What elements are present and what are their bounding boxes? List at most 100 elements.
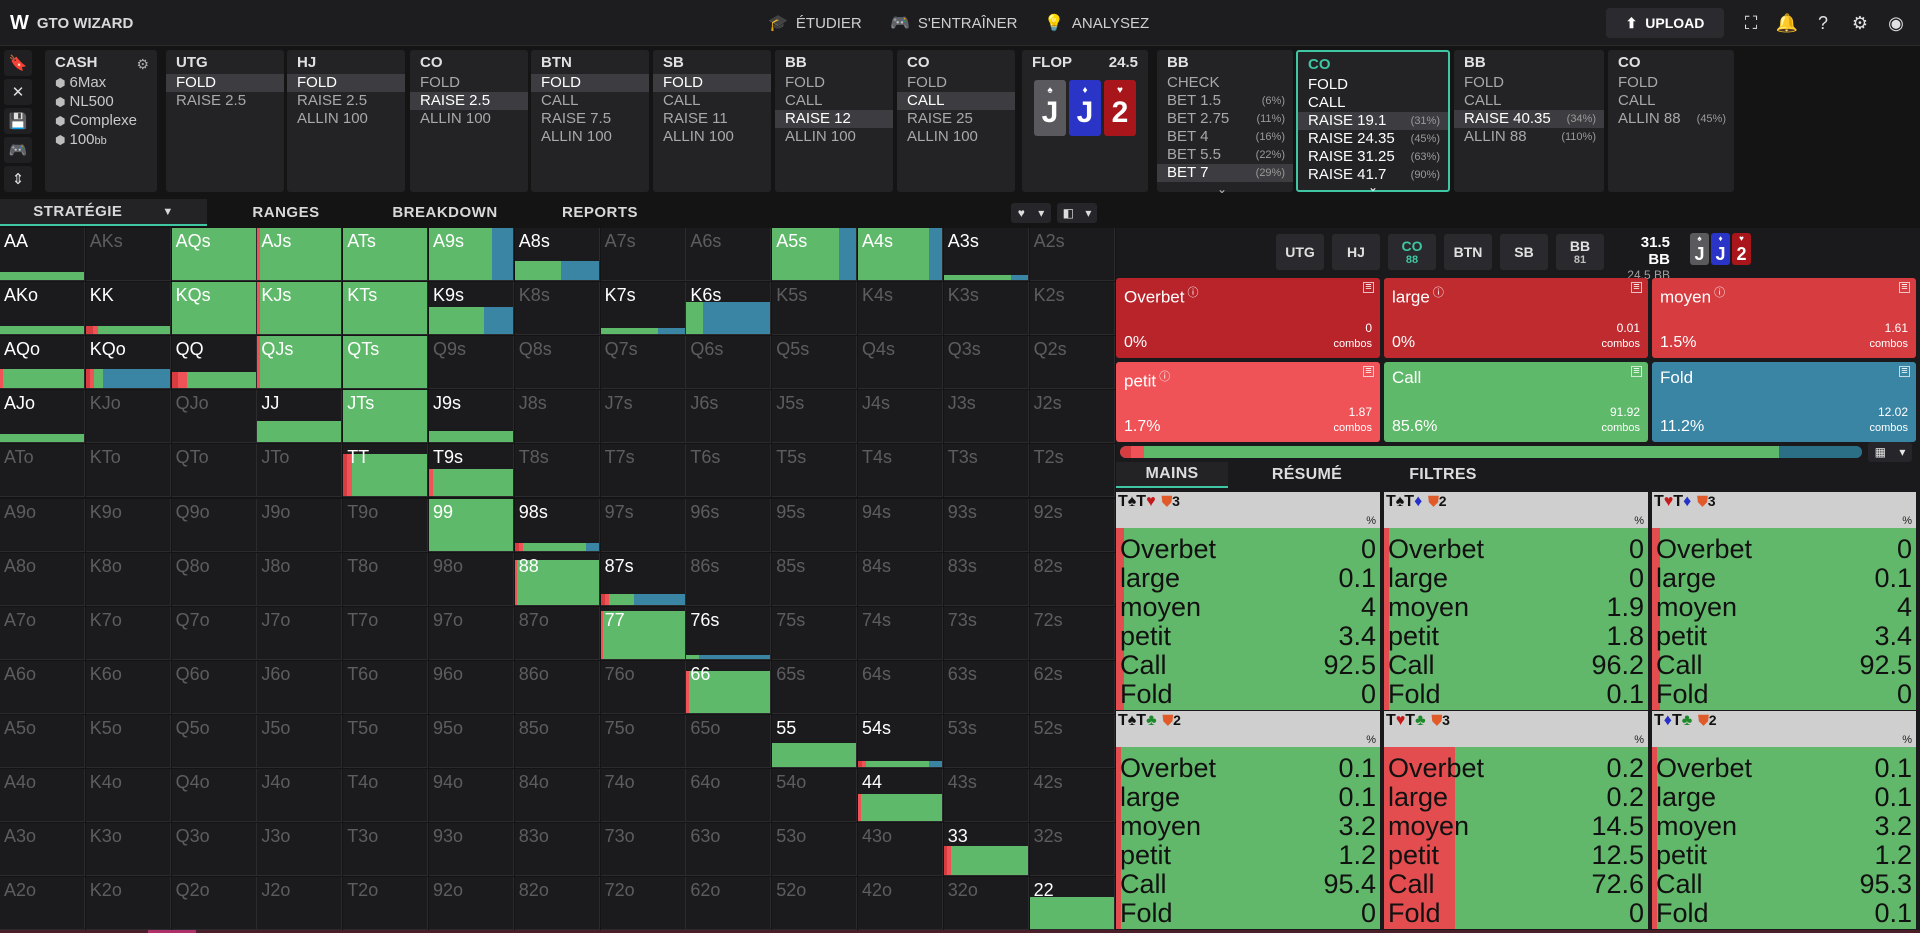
hand-cell[interactable]: 66	[686, 660, 772, 714]
hand-cell[interactable]: J2o	[257, 877, 343, 931]
action-option[interactable]: FOLD	[785, 74, 826, 91]
action-option[interactable]: ALLIN 88 (110%)	[1454, 128, 1604, 146]
action-box-large[interactable]: large ⓘ ≡ 0% 0.01 combos	[1384, 278, 1648, 358]
details-icon[interactable]: ≡	[1631, 366, 1642, 377]
hand-cell[interactable]: K7o	[85, 606, 171, 660]
hand-cell[interactable]: T4o	[343, 769, 429, 822]
hand-cell[interactable]: J3s	[943, 390, 1029, 444]
hand-cell[interactable]: J7o	[257, 606, 343, 660]
action-option[interactable]: RAISE 2.5	[176, 92, 247, 109]
action-option[interactable]: FOLD	[420, 74, 461, 91]
hand-cell[interactable]: KQs	[171, 282, 257, 336]
hand-cell[interactable]: JJ	[257, 390, 343, 444]
combo-tile[interactable]: T♠T♣ ⛊2% Overbet 0.1 large 0.1 moyen 3.2 petit 1.…	[1116, 711, 1382, 929]
close-icon[interactable]: ✕	[4, 79, 32, 105]
action-option[interactable]: CALL	[541, 92, 579, 109]
action-option[interactable]: CALL	[663, 92, 701, 109]
nav-analyze[interactable]: 💡 ANALYSEZ	[1044, 0, 1149, 46]
combo-tile[interactable]: T♥T♦ ⛊3% Overbet 0 large 0.1 moyen 4 petit 3.4 Cal…	[1652, 492, 1918, 710]
hand-cell[interactable]: QQ	[171, 336, 257, 390]
combo-tile[interactable]: T♦T♣ ⛊2% Overbet 0.1 large 0.1 moyen 3.2 petit 1.…	[1652, 711, 1918, 929]
hand-cell[interactable]: AA	[0, 228, 85, 281]
action-option[interactable]: BET 5.5 (22%)	[1157, 146, 1293, 164]
settings-gear-icon[interactable]: ⚙	[136, 56, 149, 72]
hand-cell[interactable]: K9s	[429, 282, 514, 336]
hand-cell[interactable]: A5s	[772, 228, 858, 281]
hand-cell[interactable]: A7s	[600, 228, 686, 281]
save-icon[interactable]: 💾	[4, 108, 32, 134]
hand-cell[interactable]: 98o	[429, 552, 514, 606]
action-option[interactable]: ALLIN 100	[907, 128, 978, 145]
nav-study[interactable]: 🎓 ÉTUDIER	[768, 0, 862, 46]
hand-cell[interactable]: 85s	[772, 552, 858, 606]
hand-cell[interactable]: 32o	[943, 877, 1029, 931]
hand-cell[interactable]: K3o	[85, 823, 171, 877]
hand-cell[interactable]: ATs	[343, 228, 429, 281]
hand-cell[interactable]: 96o	[429, 660, 514, 714]
position-hj[interactable]: HJ	[1332, 234, 1380, 270]
hand-cell[interactable]: 94o	[429, 769, 514, 822]
hand-cell[interactable]: K3s	[943, 282, 1029, 336]
hand-cell[interactable]: J8o	[257, 552, 343, 606]
action-option[interactable]: ALLIN 100	[785, 128, 856, 145]
hand-cell[interactable]: K8s	[514, 282, 600, 336]
tab-reports[interactable]: REPORTS	[530, 199, 670, 226]
hand-cell[interactable]: AJo	[0, 390, 85, 444]
hand-cell[interactable]: J7s	[600, 390, 686, 444]
collapse-icon[interactable]: ⇕	[4, 166, 32, 192]
hand-cell[interactable]: A4s	[858, 228, 943, 281]
logo[interactable]: W GTO WIZARD	[10, 12, 133, 35]
action-option[interactable]: FOLD	[166, 74, 284, 92]
hand-cell[interactable]: A7o	[0, 606, 85, 660]
hand-cell[interactable]: 76s	[686, 606, 772, 660]
hand-cell[interactable]: A8o	[0, 552, 85, 606]
user-icon[interactable]: ◉	[1888, 12, 1904, 33]
hand-cell[interactable]: A5o	[0, 714, 85, 768]
hand-cell[interactable]: 87o	[514, 606, 600, 660]
position-bb[interactable]: BB 81	[1556, 234, 1604, 270]
action-option[interactable]: BET 1.5 (6%)	[1157, 92, 1293, 110]
action-box-call[interactable]: Call ≡ 85.6% 91.92 combos	[1384, 362, 1648, 442]
action-box-overbet[interactable]: Overbet ⓘ ≡ 0% 0 combos	[1116, 278, 1380, 358]
hand-cell[interactable]: J4o	[257, 769, 343, 822]
action-option[interactable]: BET 4 (16%)	[1157, 128, 1293, 146]
hand-cell[interactable]: 86o	[514, 660, 600, 714]
hand-cell[interactable]: T9s	[429, 444, 514, 498]
hand-cell[interactable]: A4o	[0, 769, 85, 822]
hand-cell[interactable]: Q8o	[171, 552, 257, 606]
action-option[interactable]: RAISE 2.5	[410, 92, 528, 110]
hand-cell[interactable]: T3s	[943, 444, 1029, 498]
hand-cell[interactable]: K5o	[85, 714, 171, 768]
action-option[interactable]: FOLD	[1298, 76, 1448, 94]
hand-cell[interactable]: A9o	[0, 498, 85, 552]
hand-cell[interactable]: Q3s	[943, 336, 1029, 390]
action-box-petit[interactable]: petit ⓘ ≡ 1.7% 1.87 combos	[1116, 362, 1380, 442]
hand-cell[interactable]: 33	[943, 823, 1029, 877]
upload-button[interactable]: ⬆ UPLOAD	[1606, 8, 1724, 38]
hand-cell[interactable]: A9s	[429, 228, 514, 281]
hand-cell[interactable]: 42o	[858, 877, 943, 931]
action-option[interactable]: FOLD	[531, 74, 649, 92]
hand-cell[interactable]: Q2o	[171, 877, 257, 931]
hand-cell[interactable]: T2o	[343, 877, 429, 931]
hand-cell[interactable]: T7s	[600, 444, 686, 498]
hand-cell[interactable]: QJs	[257, 336, 343, 390]
hand-cell[interactable]: 84o	[514, 769, 600, 822]
hand-cell[interactable]: J2s	[1029, 390, 1115, 444]
position-sb[interactable]: SB	[1500, 234, 1548, 270]
hand-cell[interactable]: 42s	[1029, 769, 1115, 822]
hand-cell[interactable]: J3o	[257, 823, 343, 877]
action-option[interactable]: CALL	[1298, 94, 1448, 112]
hand-cell[interactable]: Q9s	[429, 336, 514, 390]
hand-cell[interactable]: 95o	[429, 714, 514, 768]
hand-cell[interactable]: T4s	[858, 444, 943, 498]
hand-cell[interactable]: AQs	[171, 228, 257, 281]
position-btn[interactable]: BTN	[1444, 234, 1492, 270]
action-box-moyen[interactable]: moyen ⓘ ≡ 1.5% 1.61 combos	[1652, 278, 1916, 358]
hand-cell[interactable]: 99	[429, 498, 514, 552]
hand-cell[interactable]: J9s	[429, 390, 514, 444]
bookmark-icon[interactable]: 🔖	[4, 50, 32, 76]
hand-cell[interactable]: T8s	[514, 444, 600, 498]
action-option[interactable]: CALL	[897, 92, 1015, 110]
hand-cell[interactable]: K7s	[600, 282, 686, 336]
